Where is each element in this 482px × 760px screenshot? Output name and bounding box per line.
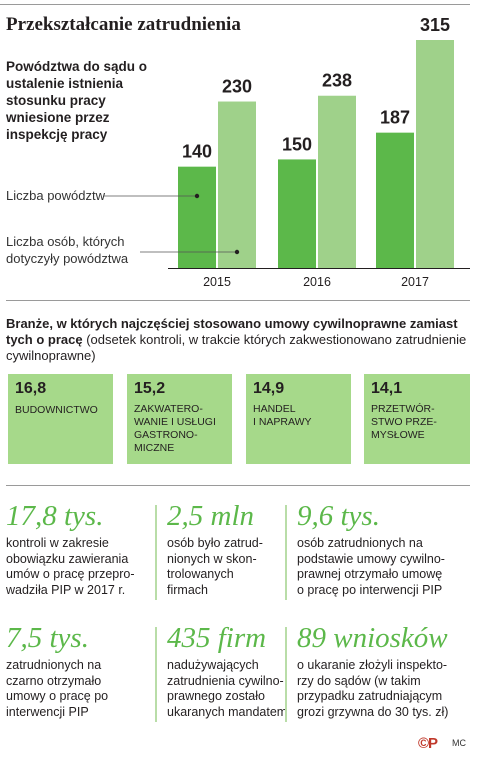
data-label: 150 (282, 134, 312, 154)
stat-fined-firms: 435 firm nadużywających zatrudnienia cyw… (167, 622, 292, 720)
stat-contracts: 9,6 tys. osób zatrudnionych na podstawie… (297, 500, 477, 598)
column-separator (155, 505, 157, 600)
publisher-logo: ©P (418, 735, 438, 752)
stat-value: 17,8 tys. (6, 500, 104, 532)
section-divider (6, 300, 470, 301)
legend-leader-dot (194, 193, 200, 199)
stat-illegal-workers: 7,5 tys. zatrudnionych na czarno otrzyma… (6, 622, 154, 720)
stat-value: 435 firm (167, 622, 267, 654)
stat-value: 7,5 tys. (6, 622, 89, 654)
sector-value: 16,8 (15, 380, 47, 397)
bar-2017-series-2 (416, 40, 454, 268)
data-label: 187 (380, 108, 410, 128)
top-rule (0, 4, 470, 5)
stat-value: 9,6 tys. (297, 500, 380, 532)
legend-label-series-2: Liczba osób, których dotyczyły powództwa (6, 234, 129, 266)
sector-box-accommodation: 15,2 ZAKWATERO- WANIE I USŁUGI GASTRONO-… (127, 374, 232, 464)
sector-value: 15,2 (134, 380, 166, 397)
sector-label: HANDEL I NAPRAWY (253, 403, 312, 428)
sector-label: ZAKWATERO- WANIE I USŁUGI GASTRONO- MICZ… (134, 403, 216, 454)
sectors-heading: Branże, w których najczęściej stosowano … (6, 316, 472, 364)
sector-label: BUDOWNICTWO (15, 404, 98, 416)
sector-box-construction: 16,8 BUDOWNICTWO (8, 374, 113, 464)
column-separator (285, 627, 287, 722)
stat-text: zatrudnionych na czarno otrzymało umowy … (6, 658, 109, 719)
sectors-heading-rest: (odsetek kontroli, w trakcie których zak… (6, 332, 467, 363)
legend-leader-dot (234, 249, 240, 255)
data-label: 238 (322, 71, 352, 91)
data-label: 140 (182, 142, 212, 162)
x-tick-label: 2015 (203, 275, 231, 289)
stat-text: o ukaranie złożyli inspekto- rzy do sądó… (297, 658, 449, 719)
stat-employees: 2,5 mln osób było zatrud- nionych w skon… (167, 500, 287, 598)
bar-2017-series-1 (376, 132, 414, 268)
legend-label-series-1: Liczba powództw (6, 188, 106, 203)
sectors-heading-bold: Branże, w których najczęściej stosowano … (6, 316, 458, 347)
chart-subtitle: Powództwa do sądu o ustalenie istnienia … (6, 59, 147, 142)
sector-value: 14,1 (371, 380, 403, 397)
stat-text: osób zatrudnionych na podstawie umowy cy… (297, 536, 445, 597)
column-separator (155, 627, 157, 722)
x-tick-label: 2016 (303, 275, 331, 289)
bar-2016-series-2 (318, 95, 356, 268)
bar-2015-series-1 (178, 166, 216, 268)
x-tick-label: 2017 (401, 275, 429, 289)
bar-chart: 140 230 2015 150 238 2016 187 315 2017 Liczba pow… (6, 15, 470, 289)
stat-value: 2,5 mln (167, 500, 254, 532)
stat-text: kontroli w zakresie obowiązku zawierania… (6, 536, 135, 597)
bar-2015-series-2 (218, 101, 256, 269)
sector-box-trade: 14,9 HANDEL I NAPRAWY (246, 374, 351, 464)
bar-2016-series-1 (278, 159, 316, 268)
data-label: 315 (420, 15, 450, 35)
stat-text: nadużywających zatrudnienia cywilno- pra… (167, 658, 288, 719)
data-label: 230 (222, 77, 252, 97)
sector-value: 14,9 (253, 380, 285, 397)
page-title: Przekształcanie zatrudnienia (6, 14, 241, 35)
stat-value: 89 wniosków (297, 622, 448, 654)
sector-box-manufacturing: 14,1 PRZETWÓR- STWO PRZE- MYSŁOWE (364, 374, 470, 464)
column-separator (285, 505, 287, 600)
stat-inspections: 17,8 tys. kontroli w zakresie obowiązku … (6, 500, 154, 598)
stat-court-motions: 89 wniosków o ukaranie złożyli inspekto-… (297, 622, 477, 720)
author-credit: MC (452, 738, 466, 748)
stat-text: osób było zatrud- nionych w skon- trolow… (167, 536, 263, 597)
section-divider (6, 485, 470, 486)
sector-label: PRZETWÓR- STWO PRZE- MYSŁOWE (371, 403, 437, 441)
